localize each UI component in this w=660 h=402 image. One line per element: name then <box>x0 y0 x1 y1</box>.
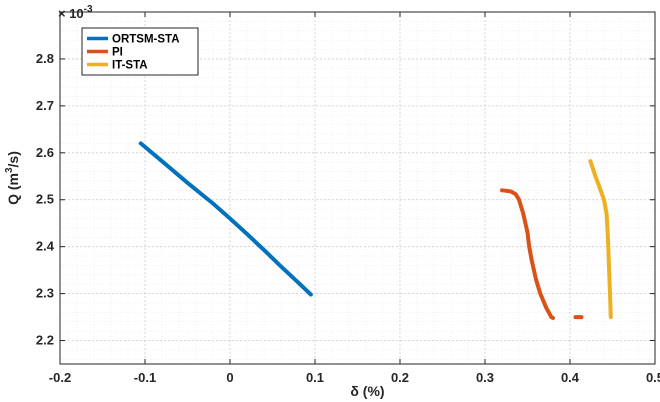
series-line-pi <box>500 188 555 320</box>
y-multiplier-base: × 10 <box>58 6 84 21</box>
y-tick-label: 2.4 <box>36 239 55 254</box>
series-line-it-sta <box>588 159 613 320</box>
y-tick-label: 2.2 <box>36 333 54 348</box>
y-tick-label: 2.5 <box>36 192 54 207</box>
x-tick-label: 0.1 <box>306 370 324 385</box>
series-layer <box>138 141 613 320</box>
y-tick-label: 2.3 <box>36 286 54 301</box>
x-tick-label: 0 <box>226 370 233 385</box>
x-tick-label: 0.2 <box>391 370 409 385</box>
y-axis-multiplier: × 10-3 <box>58 4 93 21</box>
x-tick-labels: -0.2 -0.1 0 0.1 0.2 0.3 0.4 0.5 <box>49 370 660 385</box>
x-tick-label: -0.1 <box>134 370 156 385</box>
legend-label-it-sta: IT-STA <box>112 60 148 72</box>
y-label-end: /s) <box>5 151 21 167</box>
x-tick-label: -0.2 <box>49 370 71 385</box>
legend-label-pi: PI <box>112 47 123 59</box>
y-label-superscript: 3 <box>4 167 15 173</box>
y-multiplier-exponent: -3 <box>84 4 93 15</box>
x-tick-label: 0.5 <box>646 370 660 385</box>
y-axis-label: Q (m3/s) <box>4 151 21 205</box>
y-tick-label: 2.8 <box>36 51 54 66</box>
x-tick-label: 0.4 <box>561 370 580 385</box>
x-tick-label: 0.3 <box>476 370 494 385</box>
y-tick-label: 2.7 <box>36 98 54 113</box>
series-line-ortsm-sta <box>138 141 313 297</box>
y-tick-label: 2.6 <box>36 145 54 160</box>
axis-ticks <box>59 12 656 364</box>
major-grid <box>59 12 656 364</box>
plot-frame <box>59 11 656 365</box>
y-label-main: Q (m <box>5 173 21 205</box>
y-tick-labels: 2.2 2.3 2.4 2.5 2.6 2.7 2.8 <box>36 51 55 348</box>
x-axis-label: δ (%) <box>350 383 384 399</box>
legend-label-ortsm-sta: ORTSM-STA <box>112 34 180 46</box>
